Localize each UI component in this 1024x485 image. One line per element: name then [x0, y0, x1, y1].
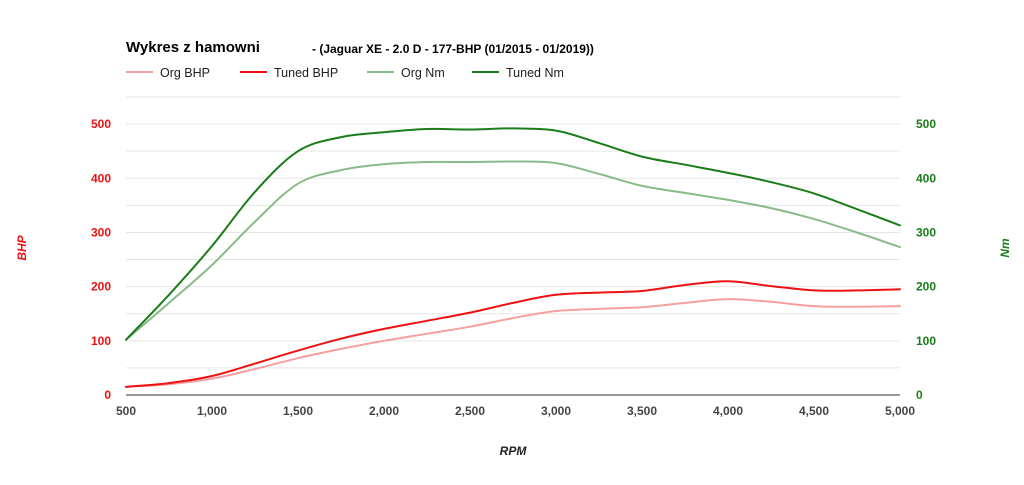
y-right-tick-label: 400	[916, 171, 936, 185]
y-left-tick-label: 400	[91, 171, 111, 185]
y-axis-left-title: BHP	[15, 234, 29, 260]
x-axis-title: RPM	[500, 444, 528, 458]
line-tuned-bhp	[125, 280, 901, 388]
legend-label-org-bhp: Org BHP	[160, 66, 210, 80]
y-right-tick-label: 100	[916, 334, 936, 348]
chart-title: Wykres z hamowni	[126, 39, 260, 56]
x-tick-label: 2,000	[369, 404, 399, 418]
legend-label-tuned-nm: Tuned Nm	[506, 66, 564, 80]
y-left-tick-label: 100	[91, 334, 111, 348]
y-left-tick-label: 200	[91, 280, 111, 294]
y-right-tick-label: 200	[916, 280, 936, 294]
x-tick-label: 3,500	[627, 404, 657, 418]
gridlines	[126, 96, 900, 396]
y-right-tick-label: 500	[916, 117, 936, 131]
x-tick-label: 3,000	[541, 404, 571, 418]
line-org-bhp	[125, 298, 901, 388]
chart-subtitle: - (Jaguar XE - 2.0 D - 177-BHP (01/2015 …	[312, 42, 594, 56]
series-lines	[125, 127, 901, 388]
y-axis-left-ticks: 0 100 200 300 400 500	[91, 117, 111, 402]
y-right-tick-label: 0	[916, 388, 923, 402]
x-axis-ticks: 500 1,000 1,500 2,000 2,500 3,000 3,500 4,000 4,…	[116, 404, 915, 418]
y-left-tick-label: 300	[91, 225, 111, 239]
x-tick-label: 4,000	[713, 404, 743, 418]
legend: Org BHP Tuned BHP Org Nm Tuned Nm	[126, 66, 564, 80]
x-tick-label: 5,000	[885, 404, 915, 418]
line-org-nm	[125, 160, 901, 341]
y-left-tick-label: 500	[91, 117, 111, 131]
y-left-tick-label: 0	[104, 388, 111, 402]
x-tick-label: 4,500	[799, 404, 829, 418]
y-axis-right-title: Nm	[998, 238, 1012, 258]
line-tuned-nm	[125, 127, 901, 341]
x-tick-label: 2,500	[455, 404, 485, 418]
legend-label-tuned-bhp: Tuned BHP	[274, 66, 338, 80]
x-tick-label: 1,000	[197, 404, 227, 418]
y-right-tick-label: 300	[916, 225, 936, 239]
x-tick-label: 500	[116, 404, 136, 418]
y-axis-right-ticks: 0 100 200 300 400 500	[916, 117, 936, 402]
legend-label-org-nm: Org Nm	[401, 66, 445, 80]
x-tick-label: 1,500	[283, 404, 313, 418]
